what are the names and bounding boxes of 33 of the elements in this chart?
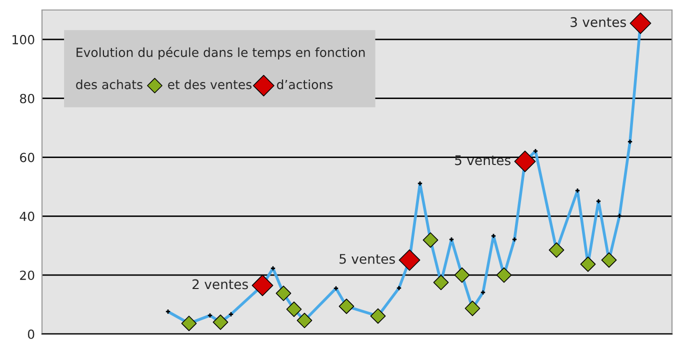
point: [296, 312, 312, 328]
point: [601, 252, 617, 268]
point: [212, 314, 228, 330]
legend-label: et des ventes: [168, 80, 252, 90]
point: [433, 274, 449, 290]
point: [286, 302, 302, 317]
point: [454, 267, 470, 283]
point: [252, 274, 274, 296]
point: [548, 242, 564, 258]
y-tick-label: 60: [20, 152, 34, 162]
legend-label: des achats: [76, 80, 142, 90]
annotation: 5 ventes: [455, 155, 510, 166]
point: [181, 316, 197, 332]
point: [514, 150, 536, 172]
point: [276, 286, 292, 302]
annotation: 5 ventes: [340, 254, 395, 264]
point: [398, 249, 420, 271]
y-tick-label: 100: [12, 34, 34, 44]
point: [496, 267, 512, 283]
point: [580, 256, 596, 272]
text: Evolution du pécule dans le temps en fonction: [76, 46, 365, 60]
y-tick-label: 0: [28, 329, 34, 339]
annotation: d’actions: [276, 80, 333, 90]
y-tick-label: 20: [20, 270, 34, 280]
point: [370, 308, 386, 324]
y-tick-label: 80: [20, 94, 34, 104]
y-tick-label: 40: [20, 212, 34, 222]
annotation: 2 ventes: [192, 279, 248, 290]
point: [464, 300, 480, 316]
point: [422, 232, 438, 248]
annotation: 3 ventes: [570, 17, 626, 28]
point: [630, 12, 652, 34]
point: [338, 298, 354, 314]
